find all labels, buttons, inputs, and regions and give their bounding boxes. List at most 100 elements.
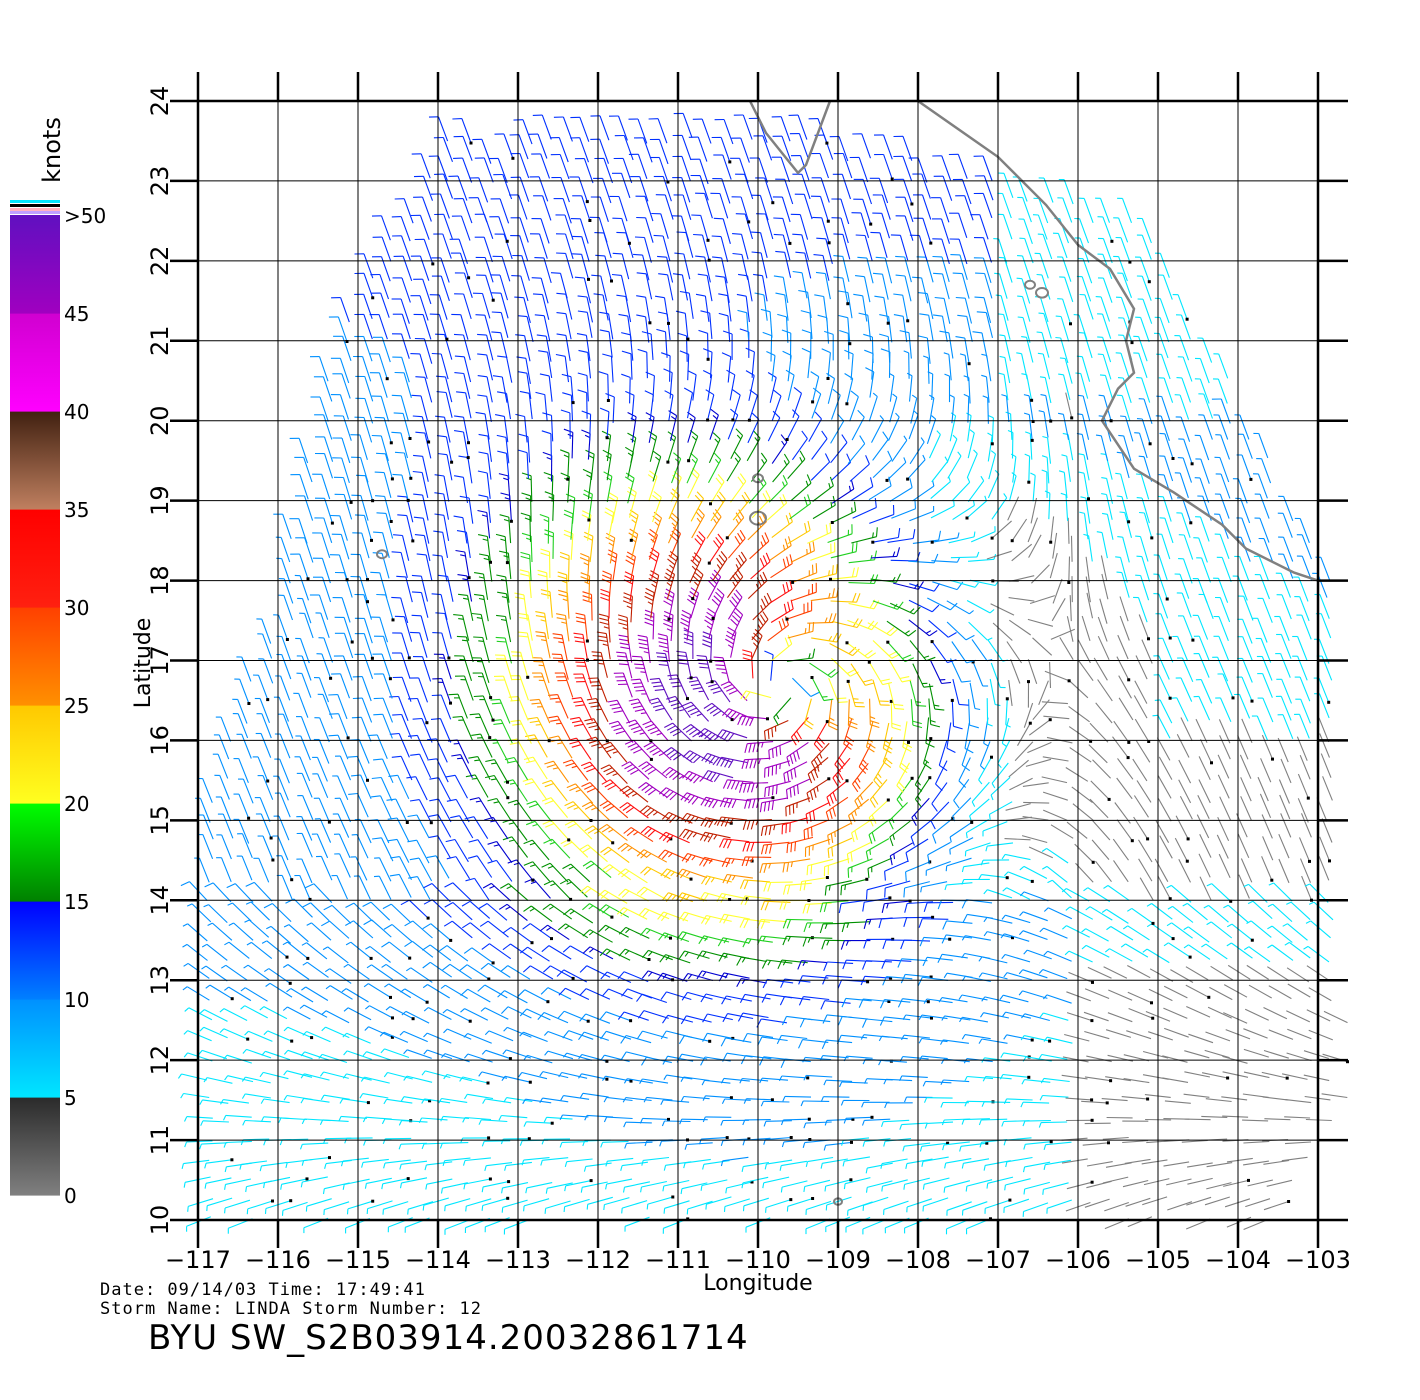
barb-feather	[567, 823, 577, 829]
wind-barb	[1021, 835, 1048, 844]
wind-barb	[471, 733, 493, 758]
barb-staff	[960, 1142, 987, 1147]
rain-flag	[1287, 1200, 1291, 1203]
barb-feather	[884, 1102, 888, 1109]
barb-feather	[696, 970, 703, 980]
barb-feather	[842, 960, 847, 970]
barb-feather	[838, 903, 842, 914]
barb-staff	[369, 1005, 393, 1019]
barb-feather	[502, 943, 511, 951]
barb-feather	[381, 1183, 384, 1190]
barb-staff	[516, 799, 533, 822]
wind-barb	[676, 868, 708, 879]
barb-staff	[901, 958, 928, 962]
wind-barb	[1065, 767, 1089, 782]
wind-barb	[636, 1030, 668, 1040]
wind-barb	[832, 757, 851, 787]
barb-staff	[764, 760, 791, 769]
barb-staff	[313, 883, 333, 903]
wind-barb	[236, 656, 252, 682]
barb-feather	[832, 792, 837, 802]
barb-feather	[930, 723, 941, 728]
wind-barb	[1085, 906, 1113, 921]
wind-barb	[782, 882, 812, 895]
barb-staff	[942, 953, 968, 959]
wind-barb	[1040, 1077, 1070, 1084]
barb-feather	[940, 1102, 944, 1108]
barb-feather	[562, 759, 573, 764]
barb-staff	[418, 857, 433, 882]
wind-barb	[524, 734, 548, 758]
barb-staff	[761, 1018, 787, 1024]
barb-feather	[1247, 900, 1254, 905]
barb-feather	[648, 697, 659, 702]
wind-barb	[504, 756, 529, 781]
wind-barb	[736, 956, 767, 966]
barb-staff	[982, 972, 1008, 980]
wind-barb	[431, 694, 452, 720]
rain-flag	[930, 1016, 933, 1020]
barb-feather	[656, 972, 664, 982]
barb-feather	[543, 1031, 549, 1036]
wind-barb	[1118, 675, 1132, 699]
wind-barb	[407, 839, 430, 864]
wind-barb	[820, 1000, 851, 1010]
barb-feather	[682, 830, 690, 839]
barb-staff	[1005, 1011, 1032, 1019]
barb-feather	[752, 742, 756, 753]
barb-staff	[1138, 839, 1153, 863]
wind-barb	[1267, 966, 1290, 982]
barb-feather	[705, 680, 716, 685]
barb-feather	[584, 1115, 588, 1121]
barb-feather	[286, 988, 292, 993]
barb-feather	[991, 783, 996, 789]
barb-staff	[1197, 795, 1210, 819]
barb-feather	[685, 726, 695, 733]
barb-feather	[639, 732, 646, 735]
barb-staff	[257, 675, 269, 700]
barb-staff	[474, 878, 490, 901]
wind-barb	[1277, 737, 1289, 763]
barb-staff	[482, 1197, 508, 1207]
barb-feather	[600, 764, 610, 770]
barb-feather	[381, 963, 387, 968]
wind-barb	[843, 1177, 871, 1190]
barb-staff	[1205, 1098, 1232, 1103]
wind-barb	[922, 737, 933, 770]
barb-feather	[1163, 942, 1169, 947]
barb-staff	[932, 817, 954, 836]
barb-feather	[644, 786, 653, 794]
rain-flag	[985, 1141, 989, 1145]
barb-feather	[866, 746, 875, 753]
wind-barb	[868, 818, 891, 844]
wind-barb	[1174, 837, 1189, 863]
barb-staff	[984, 1101, 1011, 1103]
wind-barb	[985, 842, 1014, 852]
barb-staff	[1262, 836, 1274, 861]
barb-staff	[841, 878, 867, 887]
barb-staff	[864, 1118, 891, 1121]
wind-barb	[878, 1035, 908, 1042]
wind-barb	[1122, 1179, 1149, 1188]
barb-feather	[902, 746, 912, 752]
rain-flag	[491, 961, 495, 965]
barb-feather	[783, 900, 788, 910]
wind-barb	[1108, 989, 1133, 1001]
barb-staff	[436, 758, 449, 783]
barb-feather	[1004, 1184, 1006, 1191]
wind-barb	[1022, 1119, 1051, 1127]
wind-barb	[214, 774, 230, 800]
barb-feather	[324, 1163, 327, 1169]
wind-barb	[581, 801, 610, 821]
barb-staff	[534, 734, 548, 758]
barb-staff	[1261, 1071, 1288, 1079]
barb-staff	[1195, 718, 1208, 743]
wind-barb	[541, 862, 569, 883]
wind-barb	[1186, 1196, 1212, 1206]
rain-flag	[1005, 697, 1009, 701]
barb-feather	[785, 823, 787, 834]
wind-barb	[1022, 1202, 1049, 1217]
barb-staff	[589, 929, 613, 943]
barb-feather	[899, 1124, 903, 1130]
barb-staff	[1280, 813, 1292, 838]
